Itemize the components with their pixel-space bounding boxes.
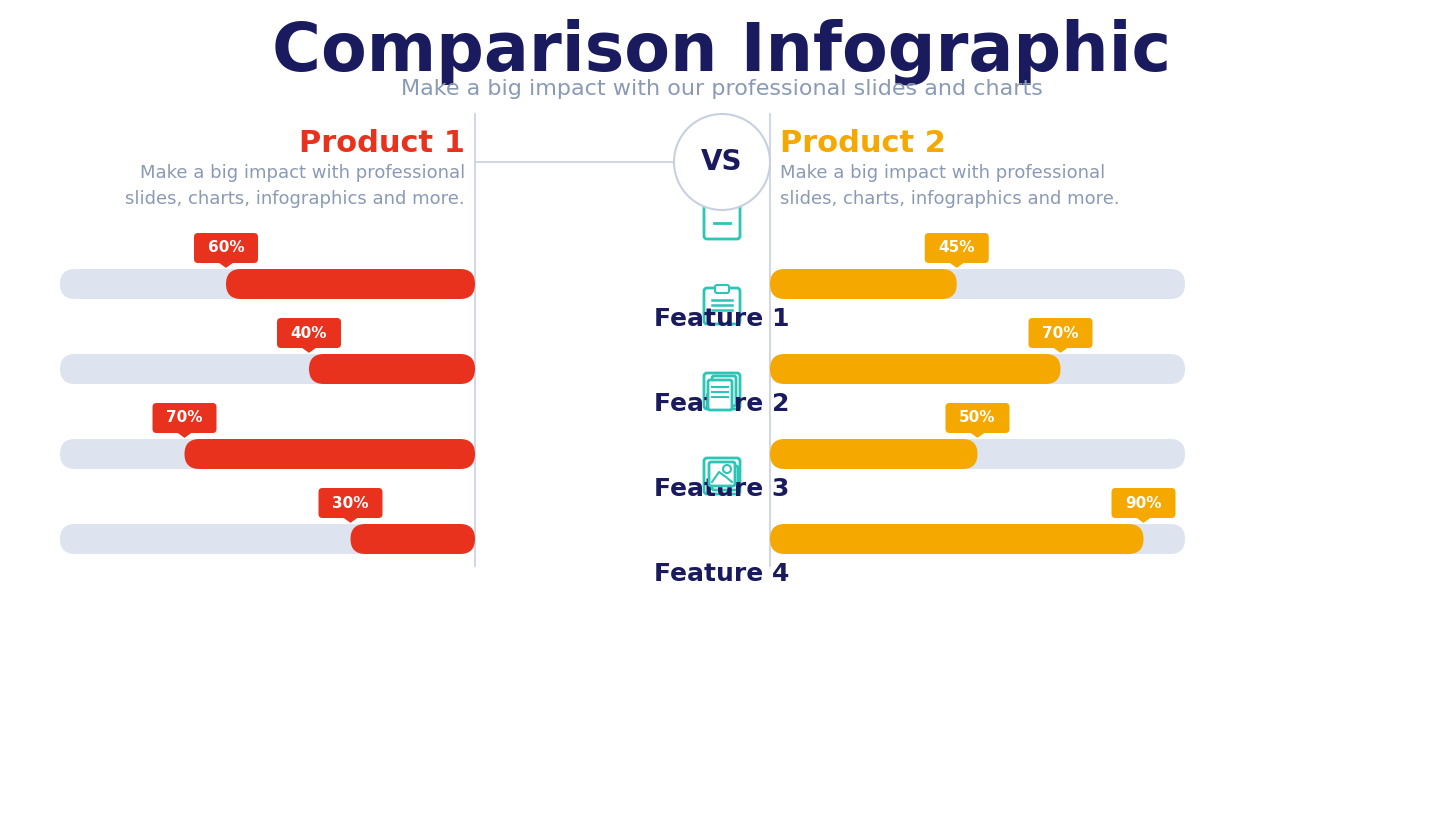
FancyBboxPatch shape: [61, 269, 475, 299]
Text: Comparison Infographic: Comparison Infographic: [273, 19, 1172, 85]
FancyBboxPatch shape: [770, 524, 1143, 554]
FancyBboxPatch shape: [153, 403, 217, 433]
Polygon shape: [178, 432, 192, 437]
FancyBboxPatch shape: [1111, 488, 1175, 518]
FancyBboxPatch shape: [770, 439, 977, 469]
Polygon shape: [971, 432, 984, 437]
FancyBboxPatch shape: [194, 233, 259, 263]
FancyBboxPatch shape: [61, 439, 475, 469]
FancyBboxPatch shape: [1029, 318, 1092, 348]
Text: Product 2: Product 2: [780, 129, 946, 159]
FancyBboxPatch shape: [318, 488, 383, 518]
Text: 70%: 70%: [166, 410, 202, 426]
Polygon shape: [949, 262, 964, 267]
Text: Make a big impact with professional
slides, charts, infographics and more.: Make a big impact with professional slid…: [126, 164, 465, 208]
FancyBboxPatch shape: [708, 380, 733, 410]
FancyBboxPatch shape: [709, 462, 736, 486]
FancyBboxPatch shape: [925, 233, 988, 263]
Text: VS: VS: [701, 148, 743, 176]
FancyBboxPatch shape: [61, 524, 475, 554]
Polygon shape: [302, 347, 316, 352]
FancyBboxPatch shape: [770, 269, 1185, 299]
FancyBboxPatch shape: [185, 439, 475, 469]
FancyBboxPatch shape: [770, 524, 1185, 554]
Text: Feature 3: Feature 3: [655, 477, 789, 501]
Text: 45%: 45%: [938, 240, 975, 256]
FancyBboxPatch shape: [712, 376, 736, 406]
Text: 50%: 50%: [959, 410, 996, 426]
FancyBboxPatch shape: [715, 285, 728, 293]
Text: 70%: 70%: [1042, 326, 1079, 340]
FancyBboxPatch shape: [945, 403, 1010, 433]
Text: 30%: 30%: [332, 496, 368, 510]
Text: Feature 1: Feature 1: [655, 307, 790, 331]
Text: 40%: 40%: [290, 326, 327, 340]
FancyBboxPatch shape: [712, 466, 738, 490]
FancyBboxPatch shape: [61, 354, 475, 384]
Polygon shape: [1053, 347, 1068, 352]
Polygon shape: [1137, 517, 1150, 522]
Polygon shape: [344, 517, 357, 522]
Text: 60%: 60%: [208, 240, 244, 256]
FancyBboxPatch shape: [351, 524, 475, 554]
Text: Feature 2: Feature 2: [655, 392, 789, 416]
FancyBboxPatch shape: [277, 318, 341, 348]
FancyBboxPatch shape: [770, 354, 1061, 384]
FancyBboxPatch shape: [770, 439, 1185, 469]
Text: Make a big impact with our professional slides and charts: Make a big impact with our professional …: [402, 79, 1043, 99]
FancyBboxPatch shape: [770, 354, 1185, 384]
Text: 90%: 90%: [1126, 496, 1162, 510]
FancyBboxPatch shape: [309, 354, 475, 384]
Text: Feature 4: Feature 4: [655, 562, 789, 586]
FancyBboxPatch shape: [225, 269, 475, 299]
Polygon shape: [220, 262, 233, 267]
Text: Product 1: Product 1: [299, 129, 465, 159]
FancyBboxPatch shape: [770, 269, 957, 299]
Circle shape: [673, 114, 770, 210]
Text: Make a big impact with professional
slides, charts, infographics and more.: Make a big impact with professional slid…: [780, 164, 1120, 208]
